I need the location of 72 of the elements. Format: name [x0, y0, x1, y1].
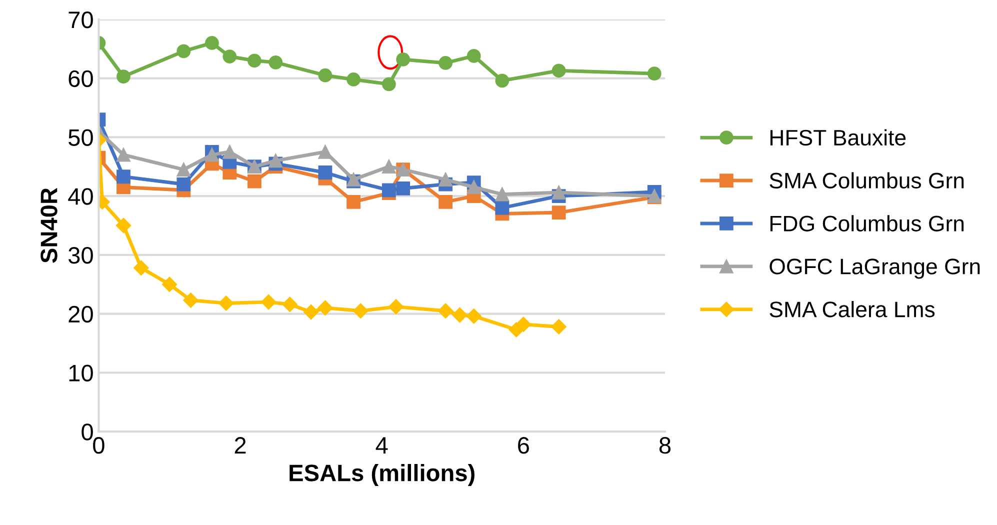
point — [466, 48, 481, 63]
point — [205, 36, 219, 50]
point — [247, 54, 262, 68]
point — [222, 144, 237, 159]
point — [495, 187, 510, 202]
y-axis-title: SN40R — [40, 188, 58, 263]
y-tick-label: 30 — [68, 246, 93, 264]
point — [116, 70, 130, 84]
point — [134, 260, 149, 276]
legend-label: SMA Calera Lms — [770, 301, 935, 318]
x-tick-label: 4 — [376, 437, 388, 454]
point — [268, 55, 283, 70]
point — [346, 194, 360, 209]
point — [176, 162, 191, 176]
point — [303, 304, 319, 320]
y-tick-label: 40 — [68, 188, 93, 205]
point — [382, 77, 396, 92]
point — [382, 183, 396, 198]
point — [318, 300, 333, 316]
y-tick-label: 50 — [68, 129, 93, 146]
point — [261, 294, 276, 310]
point — [452, 307, 468, 323]
point — [516, 316, 531, 332]
point — [282, 296, 298, 312]
point — [318, 68, 332, 82]
legend-label: HFST Bauxite — [770, 129, 906, 146]
point — [396, 52, 410, 66]
point — [396, 181, 410, 196]
point — [438, 172, 453, 187]
x-tick-label: 2 — [234, 437, 246, 454]
point — [183, 292, 198, 308]
point — [382, 160, 396, 174]
point — [353, 303, 368, 318]
point — [116, 170, 130, 184]
x-tick-label: 6 — [518, 437, 529, 454]
point — [647, 66, 662, 81]
point — [176, 44, 191, 58]
point — [466, 308, 482, 324]
point — [162, 276, 178, 292]
point — [552, 206, 566, 220]
y-tick-label: 70 — [68, 11, 93, 28]
x-tick-label: 8 — [659, 437, 671, 454]
point — [438, 303, 454, 318]
point — [318, 166, 332, 180]
point — [552, 64, 566, 78]
point — [551, 319, 566, 334]
point — [218, 296, 234, 311]
point — [495, 200, 510, 215]
point — [116, 148, 130, 162]
point — [552, 186, 566, 200]
point — [466, 180, 481, 194]
x-axis-title: ESALs (millions) — [290, 464, 474, 486]
x-tick-label: 0 — [93, 437, 104, 454]
point — [205, 148, 219, 162]
y-tick-label: 60 — [68, 70, 93, 88]
point — [346, 72, 360, 86]
y-tick-label: 20 — [68, 306, 93, 323]
legend-label: OGFC LaGrange Grn — [770, 258, 980, 279]
point — [495, 74, 510, 88]
point — [176, 177, 191, 192]
point — [247, 174, 262, 188]
y-tick-label: 10 — [69, 364, 93, 382]
point — [222, 50, 237, 64]
legend-label: FDG Columbus Grn — [770, 215, 964, 232]
point — [388, 299, 404, 314]
point — [438, 194, 453, 209]
point — [268, 154, 283, 168]
point — [318, 144, 332, 159]
y-tick-label: 0 — [82, 424, 93, 440]
point — [438, 56, 453, 70]
legend-label: SMA Columbus Grn — [770, 172, 964, 189]
point — [116, 218, 132, 234]
